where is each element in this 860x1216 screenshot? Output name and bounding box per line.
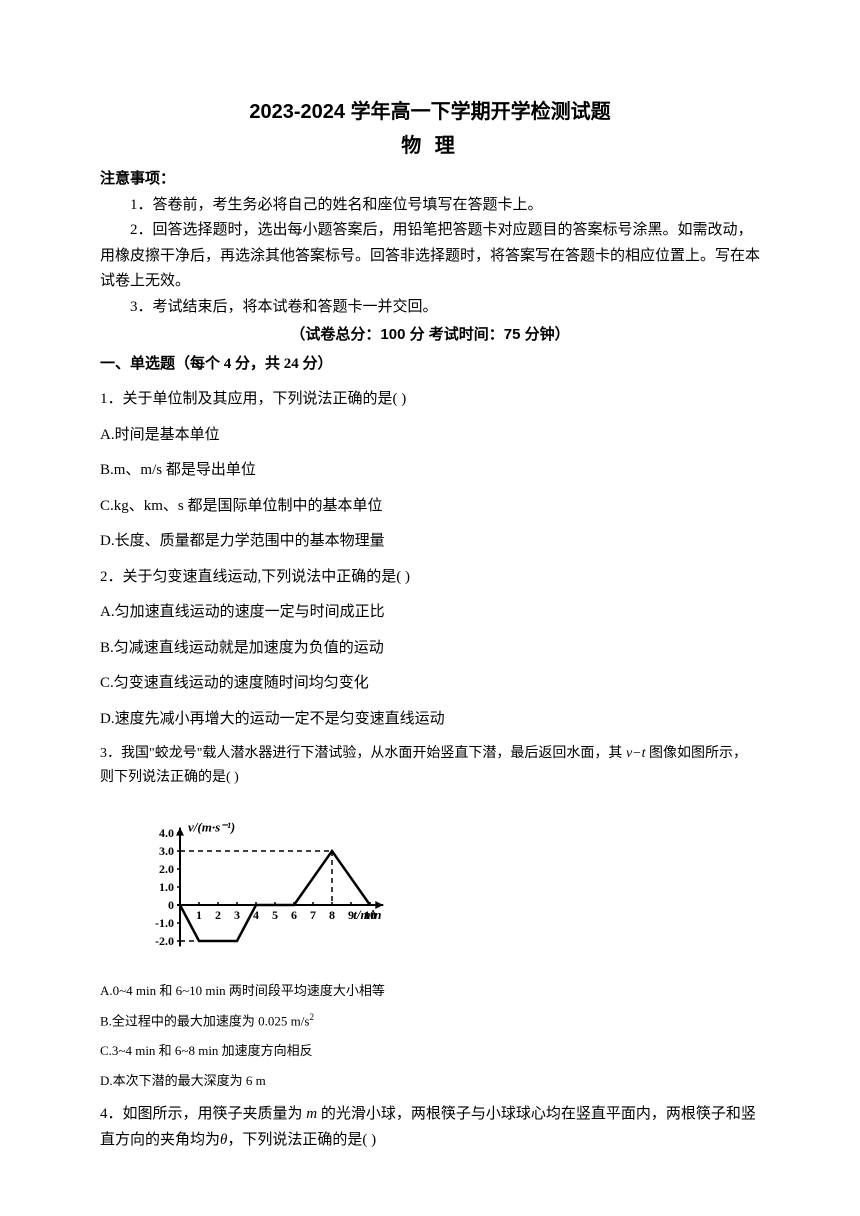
q4-text-3: ，下列说法正确的是( ) — [227, 1132, 376, 1148]
velocity-time-chart: 4.03.02.01.00-1.0-2.012345678910v/(m·s⁻¹… — [130, 800, 390, 970]
question-4: 4．如图所示，用筷子夹质量为 m 的光滑小球，两根筷子与小球球心均在竖直平面内，… — [100, 1102, 760, 1153]
exam-info: （试卷总分：100 分 考试时间：75 分钟） — [100, 322, 760, 348]
q2-option-d: D.速度先减小再增大的运动一定不是匀变速直线运动 — [100, 707, 760, 733]
question-1: 1．关于单位制及其应用，下列说法正确的是( ) — [100, 387, 760, 413]
question-3: 3．我国"蛟龙号"载人潜水器进行下潜试验，从水面开始竖直下潜，最后返回水面，其 … — [100, 742, 760, 790]
q3-option-d: D.本次下潜的最大深度为 6 m — [100, 1070, 760, 1092]
svg-text:3: 3 — [234, 908, 240, 922]
exam-subject: 物 理 — [100, 129, 760, 163]
q3-vt: v−t — [626, 746, 646, 761]
notice-item-1: 1．答卷前，考生务必将自己的姓名和座位号填写在答题卡上。 — [100, 193, 760, 219]
svg-text:0: 0 — [168, 898, 174, 912]
svg-text:5: 5 — [272, 908, 278, 922]
svg-text:7: 7 — [310, 908, 316, 922]
svg-text:2: 2 — [215, 908, 221, 922]
svg-text:-2.0: -2.0 — [155, 934, 174, 948]
q2-option-b: B.匀减速直线运动就是加速度为负值的运动 — [100, 636, 760, 662]
svg-text:8: 8 — [329, 908, 335, 922]
section-1-label: 一、单选题 — [100, 356, 175, 372]
svg-text:-1.0: -1.0 — [155, 916, 174, 930]
q1-option-a: A.时间是基本单位 — [100, 423, 760, 449]
q3-option-c: C.3~4 min 和 6~8 min 加速度方向相反 — [100, 1040, 760, 1062]
svg-text:3.0: 3.0 — [159, 844, 174, 858]
q2-option-a: A.匀加速直线运动的速度一定与时间成正比 — [100, 600, 760, 626]
svg-text:6: 6 — [291, 908, 297, 922]
q4-m: m — [306, 1106, 317, 1122]
q3-text-1: 3．我国"蛟龙号"载人潜水器进行下潜试验，从水面开始竖直下潜，最后返回水面，其 — [100, 746, 626, 761]
q3-option-a: A.0~4 min 和 6~10 min 两时间段平均速度大小相等 — [100, 980, 760, 1002]
svg-text:4.0: 4.0 — [159, 826, 174, 840]
q4-text-1: 4．如图所示，用筷子夹质量为 — [100, 1106, 306, 1122]
exam-title: 2023-2024 学年高一下学期开学检测试题 — [100, 95, 760, 129]
section-1-points: （每个 4 分，共 24 分） — [175, 356, 333, 372]
q1-option-b: B.m、m/s 都是导出单位 — [100, 458, 760, 484]
svg-text:v/(m·s⁻¹): v/(m·s⁻¹) — [188, 819, 235, 834]
notice-item-3: 3．考试结束后，将本试卷和答题卡一并交回。 — [100, 295, 760, 321]
chart-svg: 4.03.02.01.00-1.0-2.012345678910v/(m·s⁻¹… — [130, 800, 390, 970]
svg-text:2.0: 2.0 — [159, 862, 174, 876]
notice-header: 注意事项： — [100, 167, 760, 193]
svg-text:1.0: 1.0 — [159, 880, 174, 894]
section-1-header: 一、单选题（每个 4 分，共 24 分） — [100, 352, 760, 378]
svg-text:1: 1 — [196, 908, 202, 922]
notice-item-2: 2．回答选择题时，选出每小题答案后，用铅笔把答题卡对应题目的答案标号涂黑。如需改… — [100, 218, 760, 295]
q1-option-c: C.kg、km、s 都是国际单位制中的基本单位 — [100, 494, 760, 520]
svg-text:t/min: t/min — [353, 907, 381, 922]
q1-option-d: D.长度、质量都是力学范围中的基本物理量 — [100, 529, 760, 555]
q3-option-b: B.全过程中的最大加速度为 0.025 m/s2 — [100, 1010, 760, 1032]
q2-option-c: C.匀变速直线运动的速度随时间均匀变化 — [100, 671, 760, 697]
question-2: 2．关于匀变速直线运动,下列说法中正确的是( ) — [100, 565, 760, 591]
